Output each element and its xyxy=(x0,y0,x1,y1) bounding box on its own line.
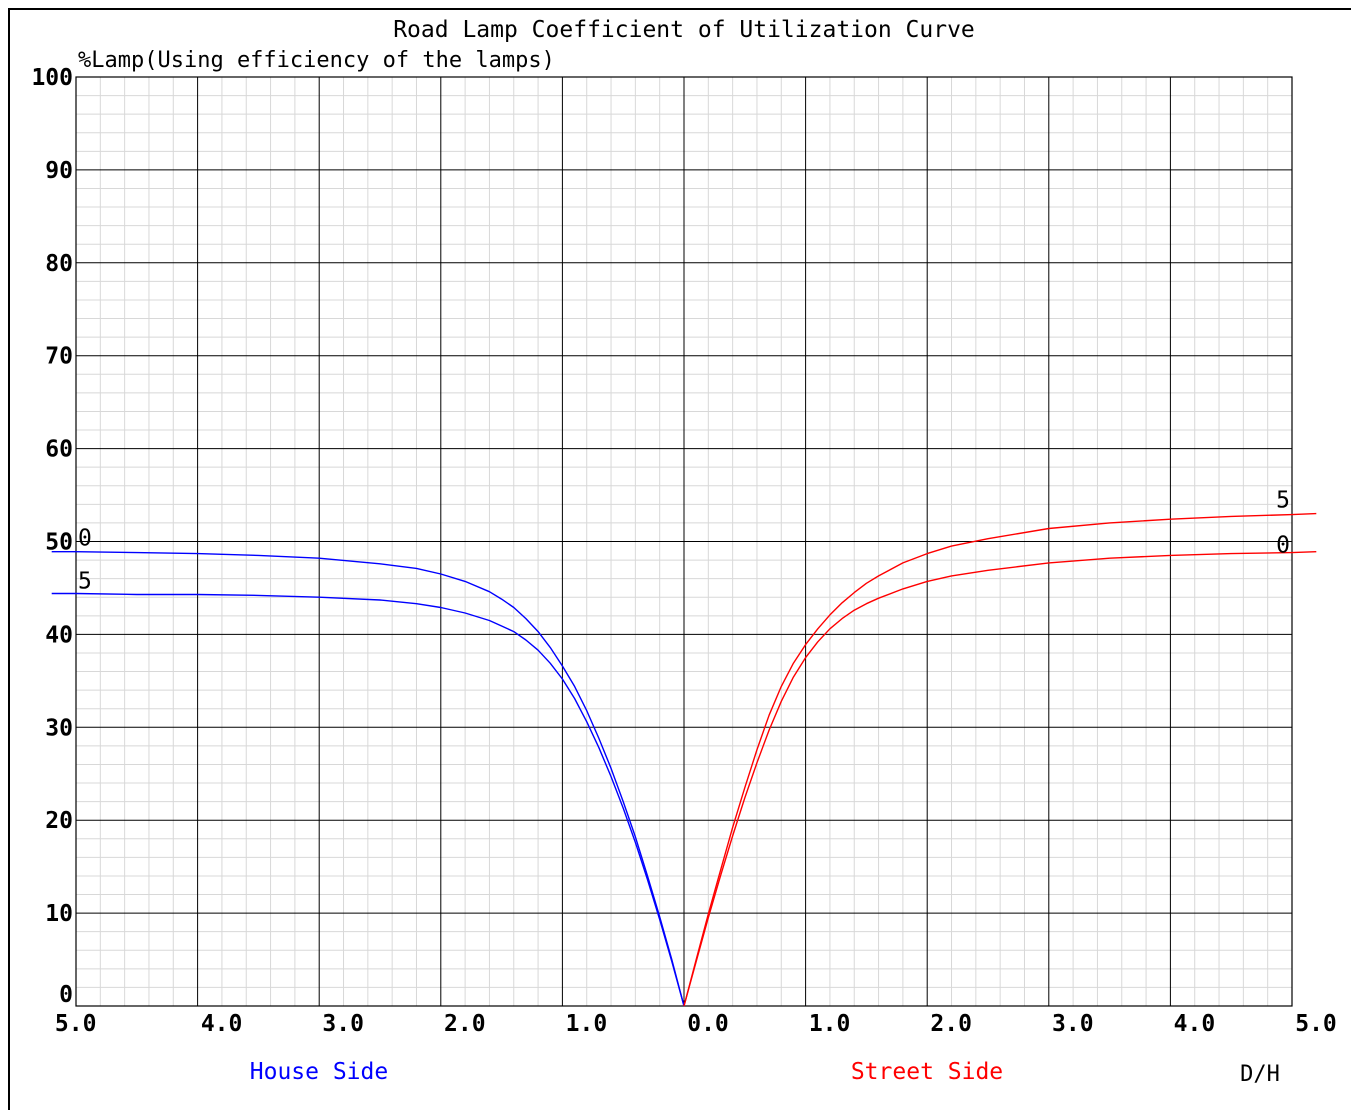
y-tick-label: 20 xyxy=(45,808,73,834)
house-side-label: House Side xyxy=(250,1059,388,1085)
y-tick-label: 90 xyxy=(45,158,73,184)
y-tick-label: 40 xyxy=(45,622,73,648)
series-end-label-house-5: 5 xyxy=(78,569,92,595)
y-tick-label: 30 xyxy=(45,715,73,741)
y-tick-label: 80 xyxy=(45,251,73,277)
series-line-street-5 xyxy=(683,512,1317,1007)
x-tick-label: 5.0 xyxy=(1295,1011,1337,1037)
series-line-house-0 xyxy=(51,551,685,1007)
x-tick-label: 2.0 xyxy=(444,1011,486,1037)
y-tick-label: 70 xyxy=(45,344,73,370)
x-tick-label: 1.0 xyxy=(809,1011,851,1037)
chart-frame xyxy=(8,8,1351,1110)
street-side-label: Street Side xyxy=(851,1059,1003,1085)
x-tick-label: 4.0 xyxy=(1174,1011,1216,1037)
series-line-house-5 xyxy=(51,592,685,1007)
x-tick-label: 3.0 xyxy=(1052,1011,1094,1037)
x-tick-labels: 5.0 4.0 3.0 2.0 1.0 0.0 1.0 2.0 3.0 4.0 5.0 xyxy=(55,1011,1337,1037)
x-tick-label: 1.0 xyxy=(566,1011,608,1037)
series-end-label-street-5: 5 xyxy=(1276,488,1290,514)
y-tick-label: 10 xyxy=(45,901,73,927)
x-tick-label: 5.0 xyxy=(55,1011,97,1037)
series-line-street-0 xyxy=(683,551,1317,1007)
series-layer xyxy=(51,512,1317,1007)
series-end-label-street-0: 0 xyxy=(1276,533,1290,559)
chart-title: Road Lamp Coefficient of Utilization Cur… xyxy=(393,17,975,43)
x-tick-label: 4.0 xyxy=(201,1011,243,1037)
x-tick-label: 2.0 xyxy=(930,1011,972,1037)
y-tick-label: 60 xyxy=(45,437,73,463)
series-end-label-house-0: 0 xyxy=(78,526,92,552)
x-tick-label: 3.0 xyxy=(322,1011,364,1037)
series-end-labels: 0 5 0 5 xyxy=(78,488,1290,595)
x-tick-label: 0.0 xyxy=(687,1011,729,1037)
y-tick-label: 100 xyxy=(31,65,73,91)
y-tick-label: 0 xyxy=(59,982,73,1008)
major-grid xyxy=(76,77,1292,1006)
x-axis-label: D/H xyxy=(1240,1062,1280,1087)
y-axis-label: %Lamp(Using efficiency of the lamps) xyxy=(78,48,555,73)
